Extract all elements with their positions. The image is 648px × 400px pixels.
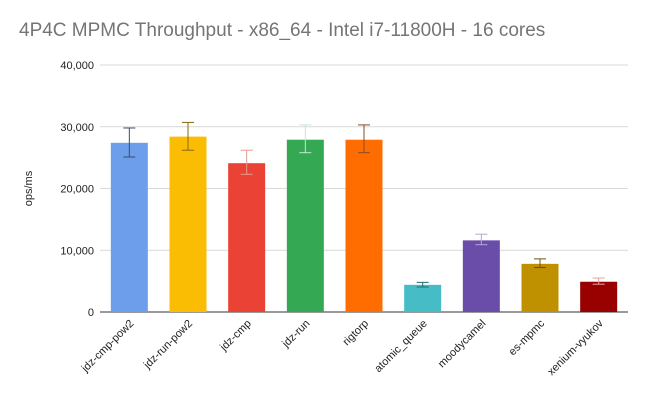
bar-rigtorp bbox=[345, 139, 383, 312]
bars bbox=[110, 136, 618, 312]
x-tick-label: moodycamel bbox=[436, 318, 489, 371]
x-tick-labels: jdz-cmp-pow2 jdz-run-pow2 jdz-cmp jdz-run ri… bbox=[79, 317, 606, 378]
y-tick-label: 0 bbox=[88, 307, 94, 319]
chart-title: 4P4C MPMC Throughput - x86_64 - Intel i7… bbox=[19, 20, 546, 41]
bar-jdz-cmp bbox=[228, 163, 266, 312]
x-tick-label: jdz-cmp-pow2 bbox=[79, 318, 137, 376]
bar-jdz-run bbox=[286, 139, 324, 312]
bar-jdz-run-pow2 bbox=[169, 136, 207, 312]
y-tick-labels: 0 10,000 20,000 30,000 40,000 bbox=[60, 60, 94, 319]
x-tick-label: rigtorp bbox=[341, 318, 372, 349]
y-tick-label: 10,000 bbox=[60, 245, 94, 257]
x-tick-label: es-mpmc bbox=[507, 317, 548, 358]
x-tick-label: jdz-run bbox=[279, 318, 312, 351]
error-bars bbox=[123, 121, 605, 288]
x-tick-label: xenium-vyukov bbox=[545, 317, 606, 378]
y-tick-label: 30,000 bbox=[60, 122, 94, 134]
x-tick-label: jdz-cmp bbox=[217, 318, 253, 354]
bar-xenium-vyukov bbox=[580, 281, 618, 312]
bar-es-mpmc bbox=[521, 263, 559, 312]
bar-atomic_queue bbox=[404, 284, 442, 312]
x-tick-label: atomic_queue bbox=[372, 318, 429, 375]
y-tick-label: 40,000 bbox=[60, 60, 94, 72]
bar-jdz-cmp-pow2 bbox=[110, 142, 148, 312]
y-tick-label: 20,000 bbox=[60, 184, 94, 196]
y-axis-title: ops/ms bbox=[23, 170, 35, 206]
bar-moodycamel bbox=[462, 240, 500, 312]
x-tick-label: jdz-run-pow2 bbox=[141, 318, 195, 372]
